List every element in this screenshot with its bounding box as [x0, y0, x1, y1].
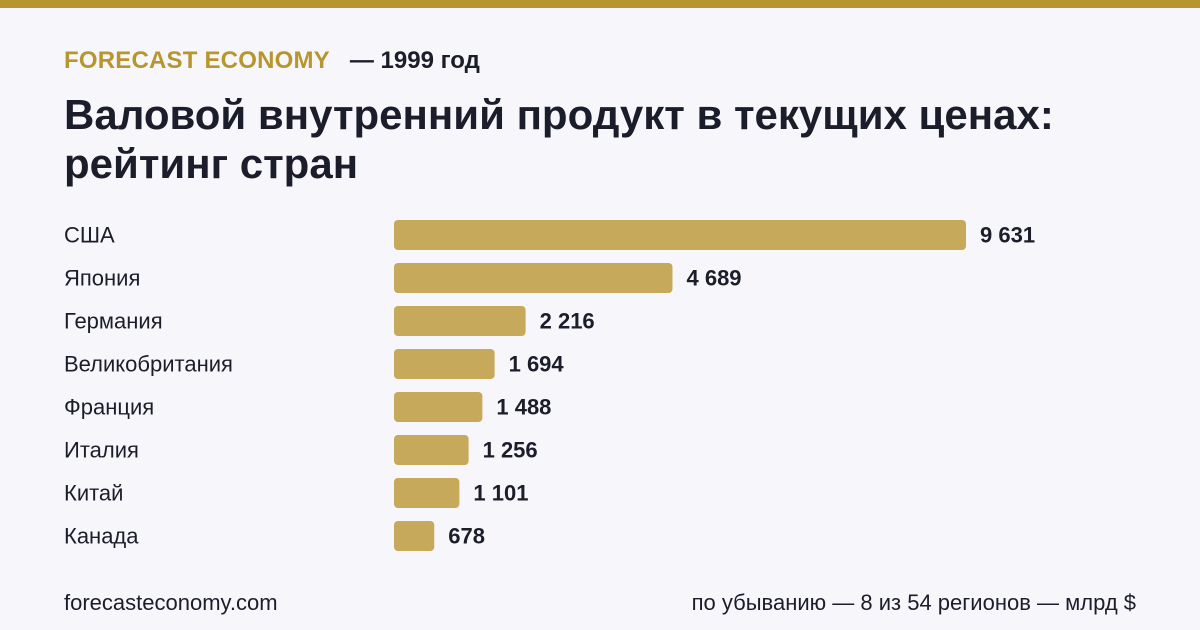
value-label: 1 101 [473, 481, 528, 506]
bar [394, 263, 673, 293]
value-label: 2 216 [540, 309, 595, 334]
brand-name: FORECAST ECONOMY [64, 47, 330, 74]
value-label: 1 488 [496, 395, 551, 420]
category-label: Великобритания [64, 352, 233, 377]
bar [394, 220, 966, 250]
chart-title: Валовой внутренний продукт в текущих цен… [64, 91, 1054, 187]
bar [394, 306, 526, 336]
bar [394, 521, 435, 551]
value-label: 1 694 [509, 352, 565, 377]
value-label: 4 689 [686, 266, 741, 291]
footer-site: forecasteconomy.com [64, 590, 278, 615]
footer-note: по убыванию — 8 из 54 регионов — млрд $ [691, 590, 1136, 615]
bar [394, 392, 483, 422]
bar-chart: США 9 631 Япония 4 689 Германия 2 216 Великобр… [0, 210, 1200, 560]
brand-row: FORECAST ECONOMY — 1999 год [64, 44, 480, 78]
bar [394, 435, 469, 465]
category-label: Япония [64, 266, 140, 291]
category-label: Канада [64, 524, 139, 549]
category-label: Китай [64, 481, 123, 506]
value-label: 678 [448, 524, 485, 549]
bar [394, 349, 495, 379]
value-label: 9 631 [980, 223, 1035, 248]
bar [394, 478, 460, 508]
year-label: — 1999 год [349, 47, 480, 74]
value-label: 1 256 [483, 438, 538, 463]
category-label: Германия [64, 309, 163, 334]
top-accent-bar [0, 0, 1200, 8]
category-label: Италия [64, 438, 139, 463]
category-label: Франция [64, 395, 154, 420]
bar-chart-svg: США 9 631 Япония 4 689 Германия 2 216 Великобр… [64, 220, 1035, 551]
category-label: США [64, 223, 115, 248]
